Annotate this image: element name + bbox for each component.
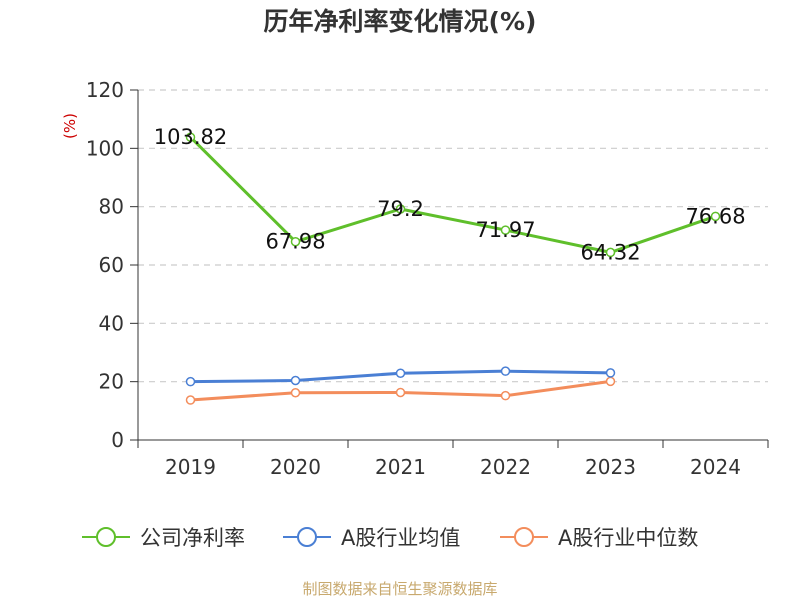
- chart-title: 历年净利率变化情况(%): [263, 7, 537, 36]
- legend-label: 公司净利率: [140, 526, 245, 550]
- x-tick-label: 2024: [690, 455, 741, 479]
- y-tick-label: 20: [99, 370, 124, 394]
- data-point: [185, 132, 196, 142]
- legend[interactable]: 公司净利率 A股行业均值 A股行业中位数: [82, 526, 698, 550]
- source-note: 制图数据来自恒生聚源数据库: [302, 580, 498, 598]
- x-tick-label: 2019: [165, 455, 216, 479]
- series-line: [189, 136, 716, 254]
- data-point: [605, 368, 616, 378]
- data-point: [395, 387, 406, 398]
- data-point: [710, 211, 721, 222]
- y-tick-label: 0: [111, 428, 124, 452]
- y-tick-label: 100: [86, 136, 124, 160]
- y-tick-label: 60: [99, 253, 124, 277]
- data-point: [395, 368, 406, 378]
- y-tick-label: 80: [99, 195, 124, 219]
- x-tick-label: 2021: [375, 455, 426, 479]
- data-point: [500, 225, 511, 235]
- data-point: [500, 390, 511, 401]
- data-point: [290, 375, 301, 386]
- data-point: [500, 366, 511, 376]
- data-point: [290, 388, 301, 398]
- data-label: 71.97: [475, 218, 535, 242]
- y-tick-label: 40: [99, 311, 124, 335]
- y-axis: 0 20 40 60 80 100 120: [86, 78, 139, 452]
- data-point: [395, 204, 406, 214]
- x-tick-label: 2020: [270, 455, 321, 479]
- data-point: [185, 376, 196, 387]
- legend-item[interactable]: A股行业中位数: [500, 526, 698, 550]
- data-label: 79.2: [377, 197, 424, 221]
- data-point: [290, 236, 301, 247]
- data-label: 76.68: [685, 204, 745, 228]
- x-axis: 2019 2020 2021 2022 2023 2024: [137, 439, 769, 479]
- grid: [138, 89, 768, 383]
- legend-marker: [297, 527, 317, 547]
- series-group: 103.82 67.98 79.2 71.97 64.32 76.68: [154, 125, 746, 405]
- y-tick-label: 120: [86, 78, 124, 102]
- legend-label: A股行业均值: [341, 526, 460, 550]
- x-tick-label: 2022: [480, 455, 531, 479]
- data-point: [185, 395, 196, 405]
- data-label: 67.98: [265, 230, 325, 254]
- legend-marker: [514, 527, 534, 547]
- data-point: [605, 376, 616, 387]
- legend-item[interactable]: 公司净利率: [82, 526, 245, 550]
- y-axis-label: (%): [61, 113, 79, 139]
- data-label: 64.32: [580, 240, 640, 264]
- x-tick-label: 2023: [585, 455, 636, 479]
- data-label: 103.82: [154, 125, 227, 149]
- legend-marker: [96, 527, 116, 547]
- legend-item[interactable]: A股行业均值: [283, 526, 460, 550]
- data-point: [605, 247, 616, 258]
- legend-label: A股行业中位数: [558, 526, 698, 550]
